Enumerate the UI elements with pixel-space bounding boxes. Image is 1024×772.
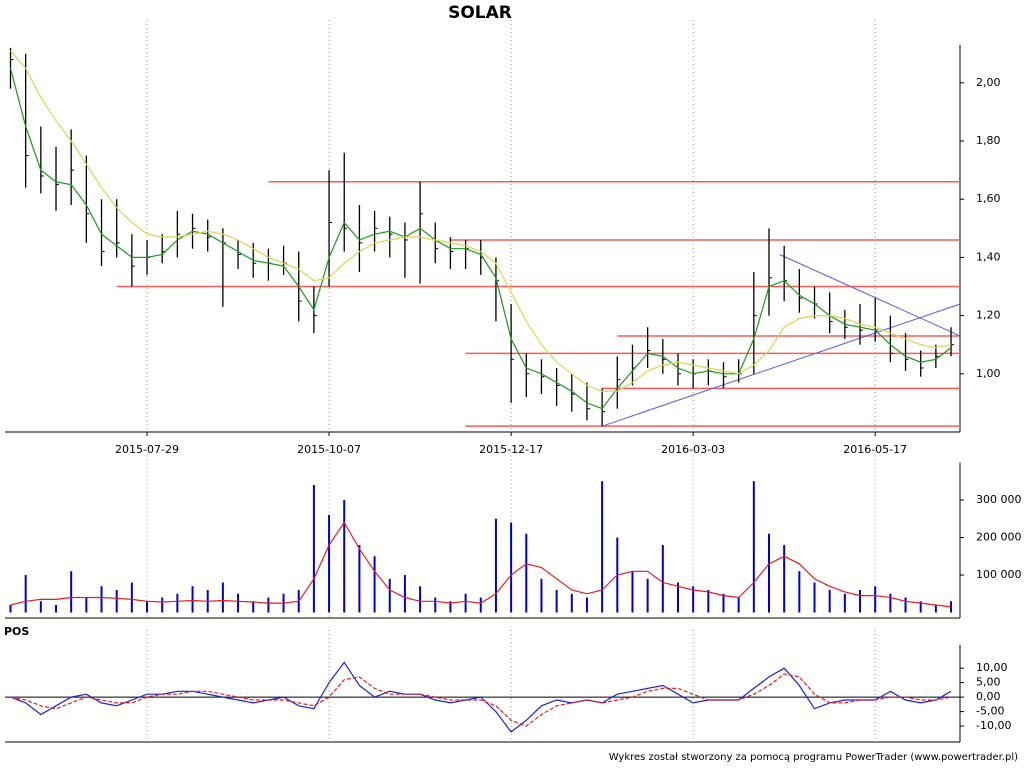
footer: Wykres został stworzony za pomocą progra… bbox=[609, 752, 1018, 763]
bar bbox=[464, 593, 467, 613]
line-series bbox=[10, 521, 952, 608]
bar bbox=[115, 590, 118, 613]
y-tick-label: 1,20 bbox=[976, 309, 1001, 322]
bar bbox=[373, 556, 376, 613]
bar bbox=[494, 518, 497, 613]
line-series bbox=[9, 68, 952, 410]
bar bbox=[358, 545, 361, 613]
bar bbox=[85, 597, 88, 613]
bar bbox=[904, 597, 907, 613]
line-series bbox=[10, 673, 952, 727]
bar bbox=[555, 590, 558, 613]
bar bbox=[419, 586, 422, 613]
bar bbox=[934, 605, 937, 613]
bar bbox=[661, 545, 664, 613]
y-tick-label: -10,00 bbox=[976, 719, 1011, 732]
bar bbox=[221, 582, 224, 613]
line-series bbox=[10, 50, 952, 392]
x-tick-label: 2015-12-17 bbox=[479, 443, 543, 456]
bar bbox=[919, 601, 922, 613]
x-tick-label: 2016-03-03 bbox=[661, 443, 725, 456]
bar bbox=[752, 481, 755, 613]
y-tick-label: 1,80 bbox=[976, 134, 1001, 147]
y-tick-label: 1,60 bbox=[976, 192, 1001, 205]
bar bbox=[403, 575, 406, 613]
y-tick-label: 300 000 bbox=[976, 493, 1022, 506]
bar bbox=[479, 597, 482, 613]
bar bbox=[328, 515, 331, 613]
bar bbox=[692, 586, 695, 613]
y-tick-label: 1,40 bbox=[976, 250, 1001, 263]
bar bbox=[510, 522, 513, 613]
bar bbox=[768, 533, 770, 613]
bar bbox=[585, 597, 588, 613]
bar bbox=[146, 601, 149, 613]
bar bbox=[252, 601, 255, 613]
bar bbox=[783, 545, 786, 613]
bar bbox=[859, 590, 862, 613]
trend-line bbox=[779, 254, 961, 337]
bar bbox=[950, 601, 953, 613]
bar bbox=[707, 590, 710, 613]
bar bbox=[55, 605, 58, 613]
bar bbox=[343, 500, 346, 613]
trend-line bbox=[601, 303, 961, 427]
bar bbox=[601, 481, 604, 613]
bar bbox=[540, 578, 543, 613]
bar bbox=[100, 586, 103, 613]
panel-title: POS bbox=[4, 625, 29, 638]
bar bbox=[646, 578, 649, 613]
bar bbox=[130, 582, 133, 613]
bar bbox=[388, 578, 391, 613]
bar bbox=[722, 593, 725, 613]
bar bbox=[176, 593, 179, 613]
bar bbox=[267, 597, 270, 613]
bar bbox=[813, 582, 816, 613]
y-tick-label: 5,00 bbox=[976, 676, 1001, 689]
y-tick-label: -5,00 bbox=[976, 705, 1004, 718]
bar bbox=[312, 485, 315, 613]
bar bbox=[889, 593, 892, 613]
bar bbox=[676, 582, 679, 613]
x-tick-label: 2015-10-07 bbox=[297, 443, 361, 456]
bar bbox=[874, 586, 877, 613]
line-series bbox=[10, 661, 952, 733]
x-tick-label: 2015-07-29 bbox=[115, 443, 179, 456]
bar bbox=[237, 593, 240, 613]
bar bbox=[737, 597, 740, 613]
y-tick-label: 2,00 bbox=[976, 76, 1001, 89]
bar bbox=[434, 597, 437, 613]
bar bbox=[70, 571, 73, 613]
bar bbox=[24, 575, 27, 613]
bar bbox=[631, 571, 634, 613]
bar bbox=[9, 605, 12, 613]
bar bbox=[449, 601, 452, 613]
bar bbox=[525, 533, 528, 613]
x-tick-label: 2016-05-17 bbox=[843, 443, 907, 456]
bar bbox=[843, 593, 846, 613]
y-tick-label: 100 000 bbox=[976, 568, 1022, 581]
bar bbox=[191, 586, 194, 613]
bar bbox=[570, 593, 573, 613]
y-tick-label: 200 000 bbox=[976, 531, 1022, 544]
bar bbox=[798, 571, 801, 613]
y-tick-label: 10,00 bbox=[976, 661, 1008, 674]
chart-title: SOLAR bbox=[448, 3, 512, 23]
y-tick-label: 0,00 bbox=[976, 690, 1001, 703]
bar bbox=[39, 601, 42, 613]
y-tick-label: 1,00 bbox=[976, 367, 1001, 380]
bar bbox=[161, 597, 164, 613]
bar bbox=[828, 590, 831, 613]
